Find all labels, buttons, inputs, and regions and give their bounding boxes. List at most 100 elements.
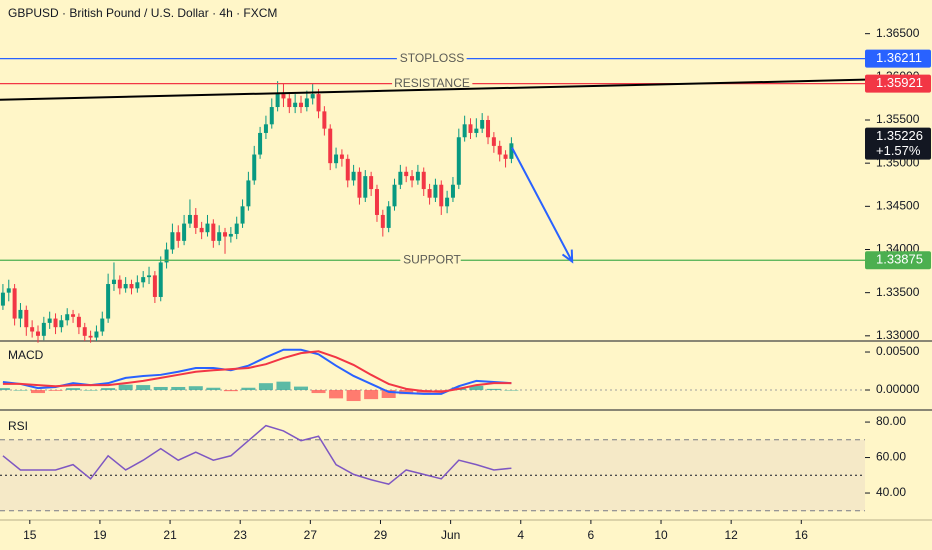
candle-body <box>217 232 222 241</box>
x-tick-label: 12 <box>724 528 738 542</box>
candle-body <box>30 327 35 332</box>
candle-body <box>281 94 286 99</box>
candle-body <box>363 176 368 198</box>
x-tick-label: 16 <box>795 528 809 542</box>
y-tick-label: 40.00 <box>876 485 906 499</box>
candle-body <box>310 94 315 99</box>
histogram-bar <box>504 390 519 391</box>
histogram-bar <box>188 386 203 391</box>
candle-body <box>462 124 467 138</box>
level-price: 1.35921 <box>876 75 923 90</box>
candle-body <box>211 223 216 241</box>
candle-body <box>76 316 81 328</box>
candle-body <box>176 232 181 241</box>
histogram-bar <box>276 381 291 391</box>
candle-body <box>421 171 426 190</box>
candle-body <box>445 197 450 207</box>
candle-body <box>334 154 339 164</box>
x-tick-label: 15 <box>23 528 37 542</box>
x-tick-label: 19 <box>93 528 107 542</box>
candle-body <box>491 137 496 146</box>
candle-body <box>71 314 76 317</box>
candle-body <box>322 111 327 129</box>
candle-body <box>398 171 403 185</box>
histogram-bar <box>83 390 98 391</box>
x-tick-label: 29 <box>374 528 388 542</box>
histogram-bar <box>346 390 361 402</box>
candle-body <box>415 171 420 181</box>
histogram-bar <box>329 390 344 399</box>
y-tick-label: 1.33500 <box>876 285 920 299</box>
candle-body <box>252 154 257 181</box>
candle-body <box>65 314 70 321</box>
candle-body <box>152 275 157 297</box>
histogram-bar <box>13 390 28 391</box>
candle-body <box>246 180 251 207</box>
candle-body <box>351 171 356 181</box>
histogram-bar <box>0 388 10 391</box>
level-price: 1.33875 <box>876 252 923 267</box>
candle-body <box>380 214 385 228</box>
x-tick-label: Jun <box>441 528 460 542</box>
candle-body <box>141 277 146 283</box>
candle-body <box>53 318 58 328</box>
histogram-bar <box>101 388 116 391</box>
histogram-bar <box>66 388 81 391</box>
candle-body <box>12 288 17 319</box>
candle-body <box>100 318 105 332</box>
histogram-bar <box>48 390 63 391</box>
histogram-bar <box>381 390 396 398</box>
candle-body <box>47 318 52 323</box>
level-price-tag <box>865 74 931 93</box>
candle-body <box>328 128 333 164</box>
pane-title: MACD <box>8 348 44 362</box>
candle-body <box>205 223 210 233</box>
arrow <box>511 147 574 264</box>
candle-body <box>509 143 514 159</box>
candle-body <box>123 284 128 289</box>
x-tick-label: 6 <box>588 528 595 542</box>
candle-body <box>269 107 274 125</box>
candle-body <box>345 158 350 181</box>
histogram-bar <box>469 385 484 391</box>
histogram-bar <box>258 383 273 391</box>
candle-body <box>234 223 239 234</box>
candle-body <box>474 128 479 133</box>
histogram-bar <box>486 388 501 391</box>
candle-body <box>170 232 175 250</box>
candle-body <box>433 184 438 198</box>
y-tick-label: 60.00 <box>876 450 906 464</box>
histogram-bar <box>136 385 151 391</box>
x-tick-label: 21 <box>163 528 177 542</box>
candle-body <box>486 119 491 138</box>
candle-body <box>404 171 409 177</box>
candle-body <box>193 214 198 228</box>
candle-body <box>106 284 111 319</box>
candle-body <box>158 262 163 297</box>
y-tick-label: 0.00500 <box>876 344 920 358</box>
histogram-bar <box>241 387 256 391</box>
candle-body <box>18 309 23 319</box>
candle-body <box>182 223 187 241</box>
y-tick-label: 1.35500 <box>876 112 920 126</box>
candle-body <box>439 184 444 207</box>
candle-body <box>275 94 280 108</box>
y-tick-label: 1.36500 <box>876 26 920 40</box>
histogram-bar <box>153 386 168 391</box>
candle-body <box>111 279 116 285</box>
candle-body <box>374 189 379 215</box>
candle-body <box>480 119 485 129</box>
candle-body <box>304 98 309 108</box>
histogram-bar <box>364 390 379 400</box>
histogram-bar <box>311 390 326 394</box>
histogram-bar <box>30 390 45 394</box>
histogram-bar <box>171 386 186 391</box>
candle-body <box>316 94 321 112</box>
y-tick-label: 1.34500 <box>876 198 920 212</box>
candle-body <box>164 249 169 263</box>
level-name: STOPLOSS <box>400 51 464 65</box>
indicator-line <box>2 350 512 393</box>
candle-body <box>386 206 391 228</box>
candle-body <box>287 98 292 108</box>
